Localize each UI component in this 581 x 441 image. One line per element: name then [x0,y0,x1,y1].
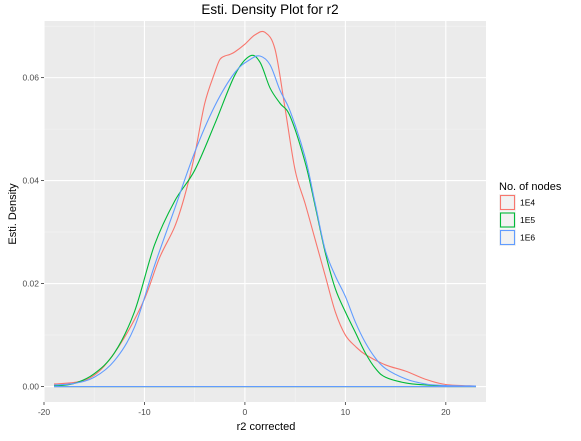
y-tick-label: 0.00 [22,382,39,392]
series-lines [53,30,476,388]
legend-label-1E6: 1E6 [520,233,535,243]
x-tick-label: 20 [441,407,451,417]
legend-key-1E6 [499,229,516,246]
legend-key-1E5 [499,212,516,228]
x-tick-label: 0 [243,407,248,417]
y-tick-label: 0.04 [22,176,39,186]
legend-key-background [499,211,516,229]
x-tick-label: -20 [38,407,51,417]
legend-key-background [499,194,516,211]
legend-label-1E5: 1E5 [520,215,535,225]
x-tick-label: -10 [138,407,151,417]
chart-title: Esti. Density Plot for r2 [201,2,338,17]
legend-label-1E4: 1E4 [520,198,535,208]
legend-title: No. of nodes [499,181,562,193]
series-line-1E6 [54,55,476,387]
minor-gridlines [44,21,486,402]
x-axis-ticks: -20 -10 0 10 20 [38,402,451,417]
series-line-1E5 [53,54,476,387]
plot-panel [44,21,486,402]
x-axis-label: r2 corrected [237,421,296,433]
legend: No. of nodes 1E4 1E5 1E6 [499,181,562,246]
y-axis-ticks: 0.00 0.02 0.04 0.06 [22,73,44,392]
legend-key-background [499,229,516,246]
series-line-1E4 [54,30,476,387]
legend-items: 1E4 1E5 1E6 [499,194,535,246]
y-tick-label: 0.06 [22,73,39,83]
x-tick-label: 10 [341,407,351,417]
y-tick-label: 0.02 [22,279,39,289]
legend-key-1E4 [499,194,516,211]
y-axis-label: Esti. Density [7,183,19,245]
